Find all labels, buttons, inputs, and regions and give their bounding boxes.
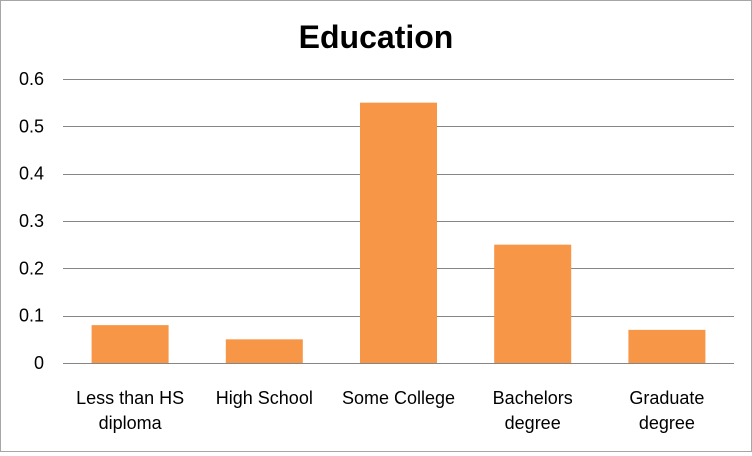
chart-title: Education xyxy=(299,19,454,55)
y-tick-label: 0.3 xyxy=(19,211,44,231)
bar xyxy=(91,325,169,363)
x-category-label: Bachelors degree xyxy=(493,388,573,433)
bar xyxy=(360,102,437,364)
y-axis-ticks: 0 0.1 0.2 0.3 0.4 0.5 0.6 xyxy=(19,69,44,373)
y-tick-label: 0.6 xyxy=(19,69,44,89)
y-tick-label: 0.4 xyxy=(19,164,44,184)
y-tick-label: 0.2 xyxy=(19,258,44,278)
x-axis-categories: Less than HS diploma High School Some Colle… xyxy=(76,388,704,433)
x-category-label: Less than HS diploma xyxy=(76,388,184,433)
x-category-label: Graduate degree xyxy=(629,388,704,433)
bar xyxy=(225,339,303,363)
x-category-label: High School xyxy=(216,388,313,408)
bars xyxy=(91,102,706,364)
y-tick-label: 0 xyxy=(34,353,44,373)
bar xyxy=(494,244,572,363)
y-tick-label: 0.1 xyxy=(19,306,44,326)
y-tick-label: 0.5 xyxy=(19,116,44,136)
x-category-label: Some College xyxy=(342,388,455,408)
bar xyxy=(628,329,706,363)
